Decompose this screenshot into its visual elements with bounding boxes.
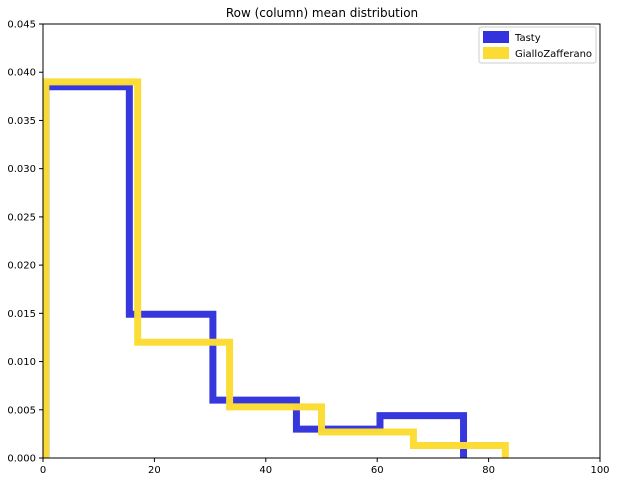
- chart-title: Row (column) mean distribution: [226, 6, 418, 20]
- axes-frame: [42, 23, 601, 459]
- x-tick-label: 80: [482, 465, 495, 476]
- y-tick-label: 0.000: [7, 454, 36, 465]
- legend-label: GialloZafferano: [515, 49, 592, 60]
- y-tick-label: 0.010: [7, 357, 36, 368]
- legend-swatch: [483, 31, 509, 43]
- y-tick-label: 0.015: [7, 309, 36, 320]
- legend-swatch: [483, 47, 509, 59]
- x-tick-label: 20: [148, 465, 161, 476]
- y-tick-label: 0.045: [7, 20, 36, 31]
- y-tick-label: 0.020: [7, 261, 36, 272]
- y-tick-label: 0.035: [7, 116, 36, 127]
- legend: Tasty GialloZafferano: [478, 26, 597, 64]
- y-tick-label: 0.005: [7, 405, 36, 416]
- legend-label: Tasty: [514, 33, 541, 44]
- x-tick-label: 40: [259, 465, 272, 476]
- series-giallozafferano-step: [43, 78, 509, 458]
- x-tick-label: 0: [40, 465, 46, 476]
- plot-area: [43, 78, 509, 458]
- axes: 0 20 40 60 80 100 0.000 0.005 0.010 0.015 0.020 0.0…: [7, 20, 609, 477]
- x-tick-label: 60: [371, 465, 384, 476]
- y-tick-label: 0.040: [7, 68, 36, 79]
- x-tick-label: 100: [590, 465, 609, 476]
- series-tasty-step: [43, 83, 468, 458]
- y-tick-label: 0.025: [7, 212, 36, 223]
- y-tick-label: 0.030: [7, 164, 36, 175]
